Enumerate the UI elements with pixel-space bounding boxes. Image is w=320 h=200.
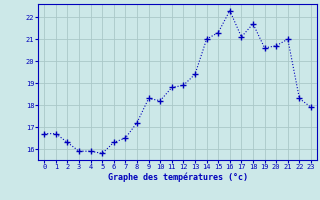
X-axis label: Graphe des températures (°c): Graphe des températures (°c) <box>108 173 248 182</box>
